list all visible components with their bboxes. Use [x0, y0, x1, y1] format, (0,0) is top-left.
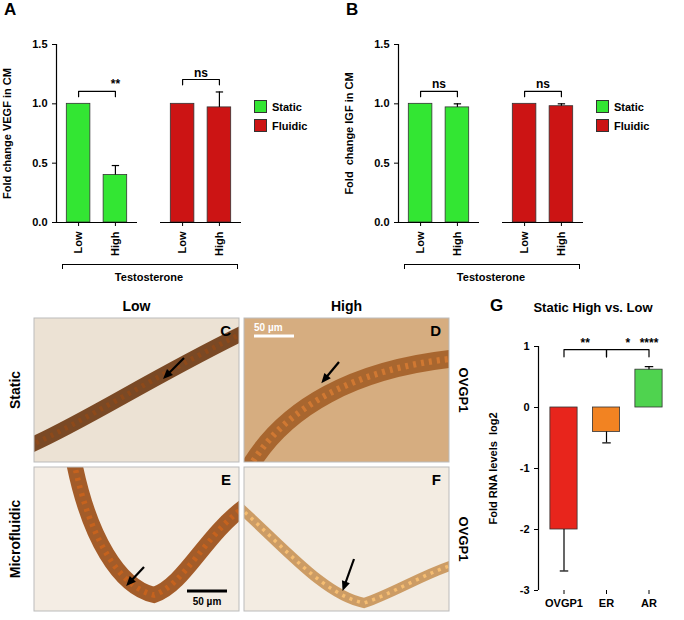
svg-text:****: **** — [640, 336, 659, 350]
svg-text:F: F — [432, 471, 441, 488]
svg-text:-3: -3 — [520, 584, 530, 596]
svg-text:OVGP1: OVGP1 — [456, 517, 471, 562]
html-text:A: A — [4, 0, 17, 19]
svg-text:Fold RNA levels log2: Fold RNA levels log2 — [487, 412, 499, 524]
svg-text:C: C — [220, 322, 231, 339]
svg-text:Microfluidic: Microfluidic — [7, 500, 23, 579]
svg-text:**: ** — [581, 336, 591, 350]
svg-text:1.5: 1.5 — [374, 38, 389, 50]
html-text:Testosterone: Testosterone — [114, 271, 184, 283]
svg-text:OVGP1: OVGP1 — [456, 368, 471, 413]
svg-text:0.0: 0.0 — [374, 216, 389, 228]
html-text:B: B — [346, 0, 359, 19]
svg-text:1.0: 1.0 — [374, 97, 389, 109]
svg-text:-1: -1 — [520, 462, 530, 474]
svg-text:0.5: 0.5 — [374, 157, 389, 169]
svg-text:1.5: 1.5 — [32, 38, 47, 50]
svg-text:Low: Low — [176, 231, 188, 253]
svg-text:50 µm: 50 µm — [193, 596, 222, 607]
html-text:Static High vs. Low: Static High vs. Low — [533, 300, 653, 315]
svg-text:Low: Low — [518, 231, 530, 253]
svg-text:High: High — [331, 298, 362, 314]
svg-text:High: High — [213, 231, 225, 256]
svg-text:50 µm: 50 µm — [254, 322, 283, 333]
svg-text:ns: ns — [432, 77, 446, 91]
svg-text:ER: ER — [599, 597, 614, 609]
svg-text:0: 0 — [523, 401, 529, 413]
html-text:Testosterone: Testosterone — [456, 271, 526, 283]
svg-text:High: High — [109, 231, 121, 256]
svg-text:OVGP1: OVGP1 — [545, 597, 583, 609]
svg-text:-2: -2 — [520, 523, 530, 535]
svg-text:*: * — [625, 336, 630, 350]
svg-text:1: 1 — [523, 340, 529, 352]
svg-text:High: High — [555, 231, 567, 256]
svg-text:Low: Low — [123, 298, 151, 314]
svg-text:**: ** — [111, 77, 121, 91]
svg-text:ns: ns — [194, 66, 208, 80]
svg-text:D: D — [430, 322, 441, 339]
html-text:Static: Static — [614, 100, 644, 113]
svg-text:ns: ns — [536, 77, 550, 91]
svg-text:Fold change IGF in CM: Fold change IGF in CM — [343, 72, 355, 194]
svg-text:0.0: 0.0 — [32, 216, 47, 228]
svg-text:Low: Low — [72, 231, 84, 253]
html-text:G: G — [490, 296, 504, 315]
html-text:Static: Static — [272, 100, 302, 113]
svg-text:0.5: 0.5 — [32, 157, 47, 169]
svg-text:Static: Static — [7, 371, 23, 409]
svg-text:AR: AR — [641, 597, 657, 609]
svg-text:Fold change VEGF in CM: Fold change VEGF in CM — [1, 68, 13, 199]
html-text:Fluidic: Fluidic — [614, 119, 650, 132]
svg-text:Low: Low — [414, 231, 426, 253]
svg-text:High: High — [451, 231, 463, 256]
svg-text:1.0: 1.0 — [32, 97, 47, 109]
svg-text:E: E — [221, 471, 231, 488]
html-text:Fluidic: Fluidic — [272, 119, 308, 132]
